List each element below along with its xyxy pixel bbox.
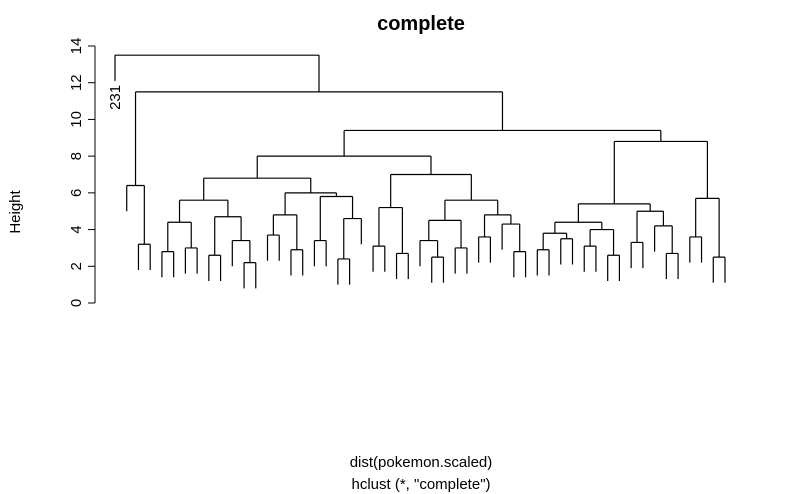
merge: [542, 232, 568, 250]
merge: [313, 239, 327, 267]
merge: [513, 251, 527, 278]
merge: [636, 210, 665, 243]
merge: [114, 54, 320, 92]
merge: [665, 252, 679, 280]
merge: [231, 239, 251, 267]
merge: [290, 249, 304, 276]
leaf-label: 231: [107, 85, 124, 110]
x-axis-label: dist(pokemon.scaled): [350, 454, 493, 471]
merge: [343, 129, 662, 157]
y-tick-label: 8: [68, 152, 85, 160]
merge: [337, 258, 351, 285]
merge: [428, 219, 462, 248]
merge: [483, 214, 512, 237]
merge: [454, 247, 468, 274]
merge: [695, 197, 720, 258]
merge: [184, 247, 198, 274]
merge: [444, 199, 499, 221]
merge: [560, 238, 574, 265]
merge: [243, 262, 257, 289]
y-tick-label: 10: [68, 111, 85, 128]
merge: [319, 195, 354, 241]
merge: [272, 214, 298, 250]
y-tick-label: 14: [68, 38, 85, 55]
merge: [689, 236, 703, 263]
merge: [167, 221, 192, 252]
merge: [378, 206, 404, 254]
merge: [372, 245, 386, 272]
merge: [589, 228, 615, 256]
y-tick-label: 2: [68, 262, 85, 270]
merge: [630, 241, 644, 269]
merge: [577, 203, 651, 223]
merge: [607, 254, 621, 281]
merge: [126, 184, 145, 245]
merge: [554, 221, 603, 234]
subtitle: hclust (*, "complete"): [351, 476, 490, 493]
merge: [266, 234, 280, 261]
merge: [419, 239, 439, 267]
merge: [501, 223, 521, 252]
merge: [134, 91, 504, 186]
merge: [214, 216, 242, 256]
merge: [431, 256, 445, 283]
y-tick-label: 6: [68, 189, 85, 197]
merge: [203, 177, 312, 201]
merge: [137, 243, 151, 270]
merge: [343, 217, 362, 259]
chart-title: complete: [377, 13, 465, 35]
y-tick-label: 0: [68, 299, 85, 307]
merge: [536, 249, 550, 276]
merge: [654, 225, 673, 254]
merge: [712, 256, 726, 283]
merge: [478, 236, 491, 263]
y-tick-label: 4: [68, 225, 85, 233]
merge: [178, 199, 229, 223]
y-axis-label: Height: [7, 189, 24, 233]
merge: [395, 252, 409, 280]
merge: [583, 245, 597, 272]
merge: [256, 155, 432, 179]
y-tick-label: 12: [68, 74, 85, 91]
merge: [613, 140, 709, 204]
merge: [208, 254, 222, 281]
merge: [390, 173, 472, 208]
merge: [161, 251, 175, 278]
